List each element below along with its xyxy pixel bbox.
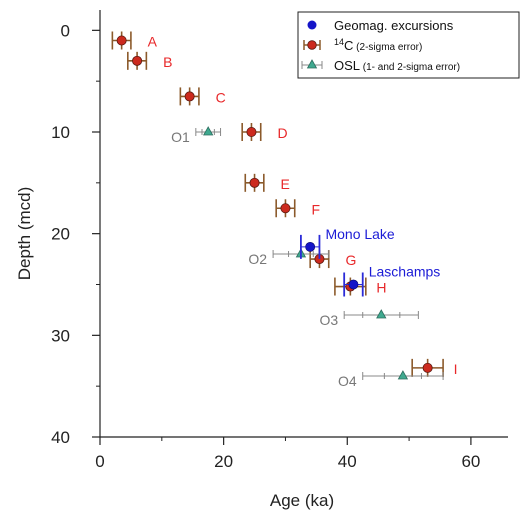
y-axis-title: Depth (mcd) (15, 187, 34, 281)
c14-point-label: E (281, 176, 290, 192)
c14-point (249, 177, 260, 188)
c14-point-label: F (311, 201, 320, 217)
c14-point-label: H (376, 280, 386, 296)
x-axis-title: Age (ka) (270, 491, 334, 510)
geomag-point-label: Laschamps (369, 264, 441, 280)
legend-c14-symbol (307, 40, 317, 50)
y-tick-label: 0 (61, 21, 70, 40)
geomag-point-label: Mono Lake (325, 226, 394, 242)
legend-box (297, 11, 520, 79)
geomag-point (305, 241, 316, 252)
c14-point-label: B (163, 54, 172, 70)
c14-point (116, 35, 127, 46)
y-tick-label: 20 (51, 225, 70, 244)
legend-geomag-symbol (307, 20, 317, 30)
legend: Geomag. excursions 14C (2-sigma error) OSL… (297, 11, 520, 79)
c14-point (184, 91, 195, 102)
osl-point (376, 309, 387, 319)
y-tick-label: 10 (51, 123, 70, 142)
c14-point (422, 362, 433, 373)
y-tick-label: 30 (51, 326, 70, 345)
c14-point (246, 127, 257, 138)
data-marks: AB C D E F G H I O1 O2 O3 O4 Mono Lake Laschamps (111, 31, 458, 389)
x-tick-label: 0 (95, 452, 104, 471)
osl-point-label: O4 (338, 373, 357, 389)
osl-point (397, 370, 409, 380)
legend-osl-symbol (306, 59, 318, 69)
osl-point-label: O2 (248, 251, 267, 267)
y-tick-label: 40 (51, 428, 70, 447)
c14-point (132, 55, 143, 66)
osl-point (202, 126, 214, 136)
x-tick-label: 60 (461, 452, 480, 471)
osl-point-label: O1 (171, 129, 190, 145)
axes: 0 20 40 60 0 10 20 30 40 Age (ka) Depth (mcd) (15, 10, 508, 510)
geomag-point (348, 279, 359, 290)
c14-point-label: G (345, 252, 356, 268)
c14-point-label: C (216, 89, 226, 105)
x-tick-label: 40 (338, 452, 357, 471)
legend-entry-geomag: Geomag. excursions (334, 18, 454, 33)
c14-point (280, 203, 291, 214)
c14-point-label: D (277, 125, 287, 141)
x-tick-label: 20 (214, 452, 233, 471)
legend-entry-c14: 14C (2-sigma error) (334, 37, 422, 53)
osl-point-label: O3 (319, 312, 338, 328)
legend-entry-osl: OSL (1- and 2-sigma error) (334, 58, 460, 73)
c14-point-label: A (148, 34, 158, 50)
c14-point-label: I (454, 361, 458, 377)
